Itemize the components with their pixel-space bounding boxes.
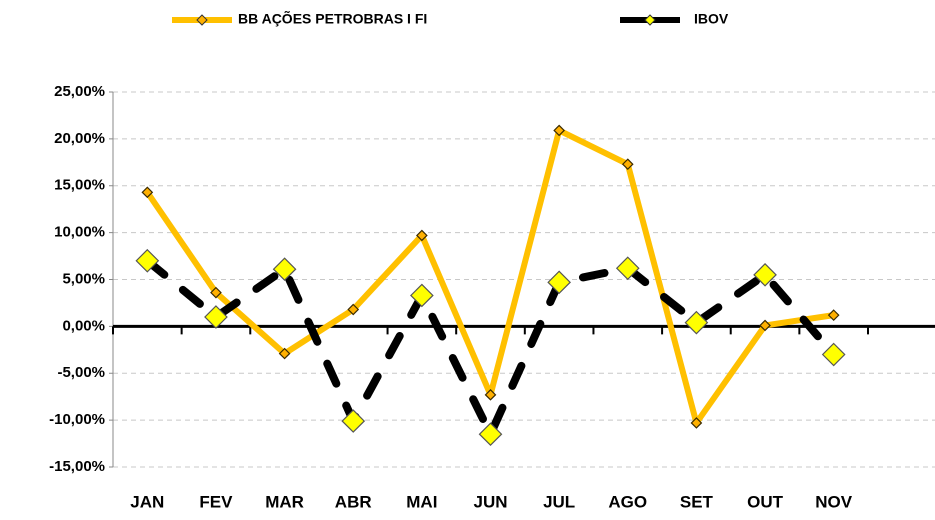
data-point [621,158,634,171]
series-line [143,256,838,439]
data-point [553,124,565,137]
legend-marker [196,14,208,26]
y-tick-label: 25,00% [54,83,105,100]
data-point [135,248,160,273]
data-point [341,409,366,433]
x-tick-label: ABR [335,492,372,511]
data-point [484,388,497,401]
x-tick-label: JUL [543,492,575,511]
data-point [416,229,428,242]
x-tick-label: FEV [199,492,233,511]
data-point [753,262,777,287]
x-tick-label: JUN [473,492,507,511]
x-tick-label: SET [680,492,714,511]
x-tick-label: AGO [608,492,647,511]
legend-label: IBOV [694,11,729,27]
data-point [410,283,434,308]
x-tick-label: OUT [747,492,784,511]
y-tick-label: 5,00% [62,270,105,287]
y-tick-label: 10,00% [54,224,105,241]
data-point [278,347,291,360]
data-point [210,286,222,299]
y-tick-label: 15,00% [54,177,105,194]
series-line [144,127,835,426]
data-point [690,417,703,429]
legend-marker [644,14,656,26]
data-point [204,305,228,329]
data-point [272,257,297,282]
legend-label: BB AÇÕES PETROBRAS I FI [238,10,427,27]
data-point [615,256,640,281]
data-point [347,303,360,316]
data-point [684,310,709,335]
data-point [547,270,571,295]
data-point [821,342,846,367]
y-tick-label: 0,00% [62,317,105,334]
x-tick-label: MAI [406,492,437,511]
y-tick-label: 20,00% [54,130,105,147]
x-tick-label: MAR [265,492,304,511]
y-tick-label: -15,00% [49,458,105,475]
y-tick-label: -5,00% [57,364,105,381]
x-tick-label: JAN [130,492,164,511]
y-tick-label: -10,00% [49,411,105,428]
data-point [827,309,840,321]
data-point [141,186,154,199]
x-tick-label: NOV [815,492,853,511]
data-point [478,422,503,447]
data-point [759,319,771,332]
